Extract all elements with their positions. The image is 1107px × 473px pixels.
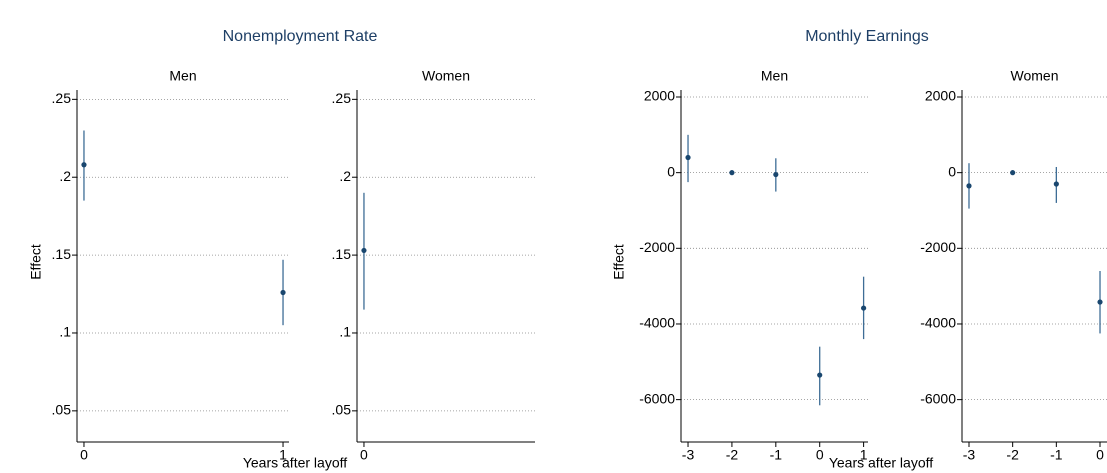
panel-title: Women	[1011, 68, 1059, 84]
point	[361, 247, 367, 254]
y-tick-label: .15	[332, 246, 352, 262]
point	[685, 154, 691, 161]
panel-title: Men	[761, 68, 788, 84]
x-tick-label: -1	[1050, 447, 1063, 463]
y-tick-label: .25	[332, 90, 352, 106]
x-tick-label: 0	[360, 447, 368, 463]
y-tick-label: .1	[339, 324, 351, 340]
y-tick-label: .1	[59, 324, 71, 340]
x-axis-label: Years after layoff	[243, 455, 347, 471]
point	[729, 170, 735, 176]
y-tick-label: -2000	[639, 239, 675, 255]
x-tick-label: -3	[963, 447, 976, 463]
panel-title: Women	[422, 68, 470, 84]
y-tick-label: 2000	[644, 88, 675, 104]
x-tick-label: -2	[1006, 447, 1019, 463]
panel-title: Men	[169, 68, 196, 84]
y-tick-label: .15	[52, 246, 72, 262]
point	[1053, 181, 1059, 187]
x-tick-label: 1	[279, 447, 287, 463]
y-tick-label: .05	[52, 402, 72, 418]
y-tick-label: -6000	[639, 390, 675, 406]
y-tick-label: -4000	[639, 315, 675, 331]
point	[81, 162, 87, 168]
point	[1097, 299, 1103, 305]
y-axis-label: Effect	[28, 244, 44, 280]
x-tick-label: 1	[860, 447, 868, 463]
chart-title: Nonemployment Rate	[223, 28, 378, 45]
chart-title: Monthly Earnings	[805, 28, 929, 45]
point	[817, 372, 823, 378]
y-axis-label: Effect	[611, 244, 627, 280]
y-tick-label: 2000	[925, 88, 956, 104]
point	[966, 183, 972, 189]
point	[280, 289, 286, 296]
y-tick-label: 0	[948, 163, 956, 179]
y-tick-label: 0	[667, 163, 675, 179]
point	[773, 171, 779, 178]
x-tick-label: 0	[80, 447, 88, 463]
point	[1010, 170, 1016, 176]
x-tick-label: -1	[770, 447, 783, 463]
x-tick-label: 0	[816, 447, 824, 463]
x-tick-label: -2	[726, 447, 739, 463]
x-axis-label: Years after layoff	[829, 455, 933, 471]
y-tick-label: .2	[59, 168, 71, 184]
x-tick-label: -3	[682, 447, 695, 463]
y-tick-label: .2	[339, 168, 351, 184]
y-tick-label: -6000	[920, 390, 956, 406]
x-tick-label: 0	[1096, 447, 1104, 463]
point	[861, 305, 867, 311]
y-tick-label: -2000	[920, 239, 956, 255]
y-tick-label: -4000	[920, 315, 956, 331]
y-tick-label: .05	[332, 402, 352, 418]
y-tick-label: .25	[52, 90, 72, 106]
